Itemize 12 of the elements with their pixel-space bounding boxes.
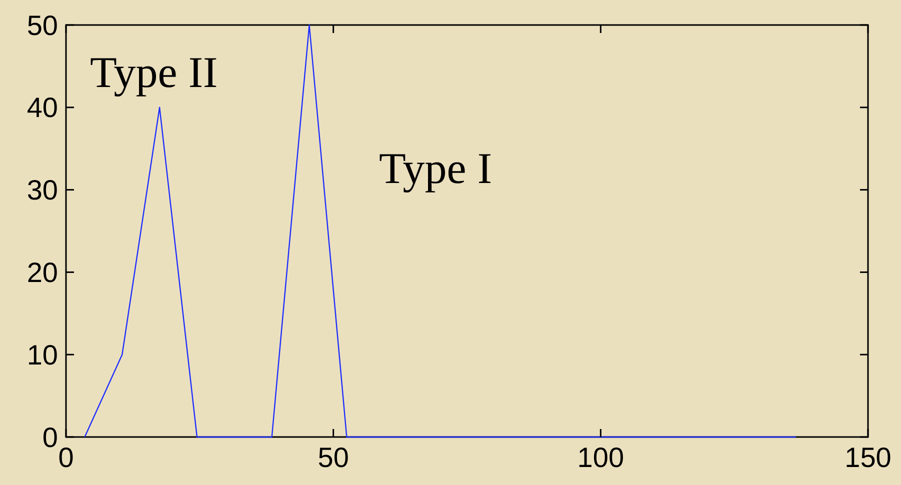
- y-tick-label: 10: [26, 339, 58, 370]
- line-series: [84, 24, 796, 438]
- y-tick-label: 20: [26, 257, 58, 288]
- annotation: Type I: [379, 144, 492, 193]
- x-tick-label: 50: [318, 442, 349, 473]
- y-tick-label: 30: [26, 174, 58, 206]
- x-tick-label: 100: [577, 442, 624, 473]
- x-tick-label: 150: [844, 442, 892, 473]
- annotation: Type II: [90, 48, 218, 97]
- y-tick-label: 0: [42, 422, 58, 453]
- y-tick-label: 40: [26, 92, 58, 124]
- y-tick-label: 50: [26, 10, 58, 41]
